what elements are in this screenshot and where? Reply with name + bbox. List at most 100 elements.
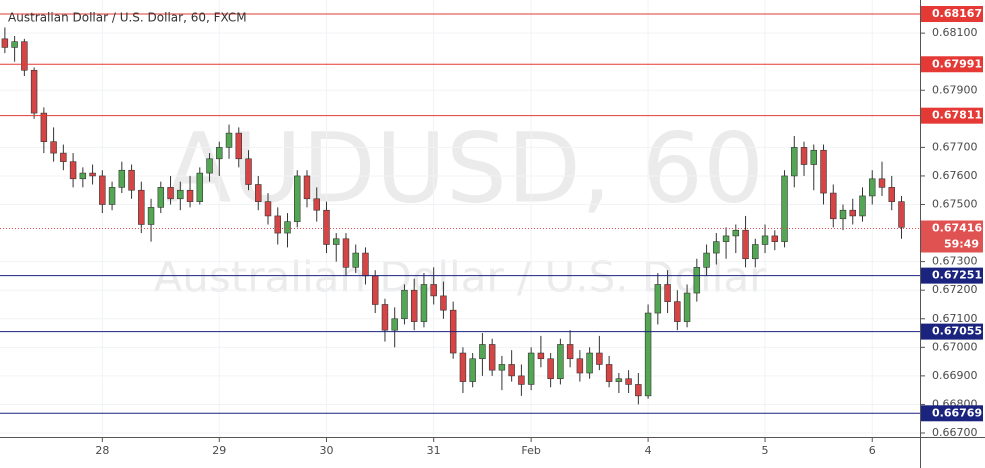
candle-body [596, 352, 603, 365]
last-price-box [921, 220, 983, 253]
candle-body [157, 187, 165, 208]
candle-body [703, 252, 710, 268]
level-label: 0.68167 [932, 7, 982, 20]
candle-body [40, 112, 48, 142]
candle-body [615, 378, 623, 382]
candle-body [216, 147, 223, 160]
x-tick-label: 31 [427, 444, 441, 457]
candle-body [722, 235, 730, 242]
candle-body [586, 352, 593, 374]
candle-body [206, 158, 213, 174]
candle-body [69, 161, 77, 180]
candle-body [518, 375, 525, 385]
candle-body [479, 344, 486, 360]
candle-body [138, 189, 145, 225]
candle-body [89, 172, 96, 177]
candle-body [781, 175, 788, 242]
level-label-box [921, 5, 983, 22]
level-label-box [921, 405, 983, 422]
y-tick-label: 0.68100 [932, 26, 978, 39]
candle-body [839, 209, 847, 220]
candle-body [800, 147, 808, 165]
candle-body [430, 284, 437, 297]
candle-body [820, 149, 827, 194]
candle-body [683, 292, 691, 322]
x-tick-label: 29 [212, 444, 226, 457]
candle-body [732, 229, 740, 237]
candle-body [830, 192, 837, 220]
candle-body [566, 344, 574, 360]
candle-body [11, 41, 18, 48]
candle-body [186, 189, 194, 202]
candle-body [742, 229, 749, 260]
candle-body [313, 198, 320, 211]
candle-body [459, 352, 467, 382]
watermark-description: Australian Dollar / U.S. Dollar [154, 253, 768, 302]
candle-body [791, 147, 798, 177]
level-label-box [921, 107, 983, 124]
x-tick-label: 28 [95, 444, 109, 457]
candle-body [60, 152, 67, 162]
y-tick-label: 0.67700 [932, 140, 978, 153]
y-tick-label: 0.67200 [932, 283, 978, 296]
y-tick-label: 0.67900 [932, 83, 978, 96]
level-label: 0.66769 [932, 406, 982, 419]
candle-body [888, 187, 895, 202]
candle-body [498, 364, 506, 371]
candle-body [859, 195, 866, 217]
candle-body [30, 69, 38, 114]
y-tick-label: 0.67100 [932, 312, 978, 325]
candle-body [849, 209, 856, 217]
candle-body [810, 149, 817, 165]
x-tick-label: 5 [762, 444, 769, 457]
candle-body [177, 189, 184, 200]
candle-body [128, 169, 135, 191]
y-tick-label: 0.67600 [932, 169, 978, 182]
candle-body [752, 244, 759, 260]
candle-body [255, 184, 262, 202]
candle-body [771, 235, 779, 242]
candle-body [420, 284, 428, 322]
x-tick-label: 30 [319, 444, 333, 457]
candle-body [557, 344, 564, 380]
candle-body [147, 207, 155, 225]
y-tick-label: 0.67500 [932, 198, 978, 211]
candle-body [294, 175, 301, 222]
candle-body [391, 318, 398, 331]
candle-body [323, 209, 330, 245]
candle-body [547, 358, 554, 380]
candle-body [761, 235, 769, 245]
candle-body [440, 295, 447, 311]
candle-body [284, 221, 291, 234]
candle-body [693, 267, 701, 294]
candle-body [79, 172, 87, 180]
candle-body [1, 38, 9, 48]
candle-body [381, 304, 389, 331]
candle-body [21, 41, 28, 71]
candle-body [264, 201, 272, 217]
candle-body [274, 215, 281, 234]
candle-body [50, 141, 57, 154]
candle-body [664, 284, 671, 302]
x-tick-label: 6 [869, 444, 876, 457]
level-label: 0.67811 [932, 109, 982, 122]
candle-body [508, 364, 515, 377]
candle-body [674, 301, 681, 322]
candle-body [333, 238, 340, 245]
level-label-box [921, 56, 983, 73]
x-tick-label: Feb [521, 444, 540, 457]
y-tick-label: 0.67300 [932, 255, 978, 268]
level-label: 0.67251 [932, 269, 982, 282]
candle-body [342, 238, 350, 268]
candle-body [108, 187, 116, 205]
candle-body [245, 158, 252, 185]
candle-body [605, 364, 613, 382]
watermark-symbol: AUDUSD, 60 [166, 112, 764, 224]
candle-body [362, 252, 369, 277]
y-tick-label: 0.66900 [932, 369, 978, 382]
candle-body [878, 178, 886, 188]
candle-body [352, 252, 359, 268]
candle-body [371, 275, 379, 305]
